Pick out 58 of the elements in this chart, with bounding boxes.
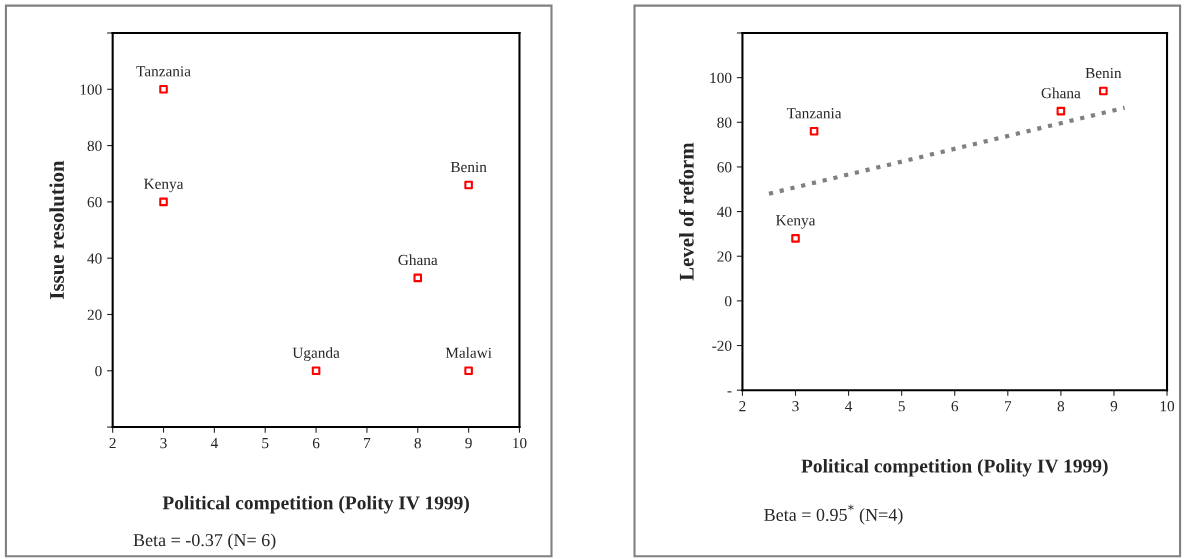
- y-tick-label: 40: [717, 206, 732, 218]
- x-tick-label: 9: [465, 437, 472, 449]
- x-tick-label: 5: [898, 401, 905, 412]
- y-tick-label: 80: [87, 140, 102, 152]
- point: [464, 366, 473, 376]
- y-tick-label: -: [727, 391, 732, 393]
- annotation: Benin: [450, 161, 487, 173]
- y-axis-title: Issue resolution: [49, 160, 65, 299]
- y-tick-label: 100: [710, 72, 732, 84]
- annotation: Tanzania: [786, 108, 842, 119]
- point: [311, 366, 321, 376]
- point: [159, 197, 168, 207]
- x-tick-label: 5: [262, 438, 269, 449]
- annotation: Kenya: [144, 178, 184, 193]
- point: [159, 84, 168, 94]
- x-tick-label: 10: [1160, 401, 1175, 412]
- annotation: Benin: [1085, 67, 1122, 79]
- y-tick-label: 100: [80, 84, 102, 95]
- x-tick-label: 4: [845, 401, 853, 412]
- y-tick-label: 40: [87, 253, 102, 264]
- y-tick-label: 20: [717, 251, 732, 262]
- x-tick-label: 7: [364, 438, 371, 449]
- x-tick-label: 9: [1110, 401, 1118, 412]
- annotation: Tanzania: [136, 66, 191, 77]
- y-tick-label: 0: [95, 365, 102, 377]
- annotation: Ghana: [1041, 87, 1081, 99]
- x-axis-title: Political competition (Polity IV 1999): [801, 458, 1108, 477]
- y-tick-label: 20: [87, 309, 102, 320]
- y-tick-label: -20: [712, 340, 732, 351]
- point: [1056, 106, 1066, 116]
- x-tick-label: 2: [109, 437, 116, 449]
- point: [809, 126, 819, 136]
- point: [1099, 86, 1108, 96]
- y-tick-label: 80: [717, 117, 732, 128]
- y-tick-label: 60: [717, 162, 732, 173]
- x-tick-label: 8: [1057, 401, 1065, 412]
- x-tick-label: 8: [414, 437, 422, 449]
- text: Beta = -0.37 (N= 6): [133, 533, 276, 550]
- x-tick-label: 6: [951, 401, 959, 412]
- x-tick-label: 3: [792, 401, 799, 412]
- x-axis-title: Political competition (Polity IV 1999): [162, 495, 469, 514]
- annotation: Kenya: [776, 215, 816, 229]
- y-tick-label: 0: [724, 296, 732, 307]
- x-tick-label: 2: [739, 401, 746, 412]
- x-tick-label: 3: [160, 437, 167, 449]
- annotation: Malawi: [445, 347, 492, 358]
- point: [464, 180, 473, 190]
- x-tick-label: 7: [1004, 401, 1012, 412]
- x-tick-label: 4: [210, 438, 218, 449]
- annotation: Uganda: [292, 347, 340, 362]
- point: [791, 234, 800, 243]
- point: [413, 273, 423, 283]
- text: Beta = 0.95$^{*}$ (N=4): [764, 504, 903, 525]
- x-tick-label: 6: [312, 437, 320, 449]
- y-tick-label: 60: [87, 197, 102, 208]
- y-axis-title: Level of reform: [678, 142, 694, 281]
- x-tick-label: 10: [513, 437, 527, 449]
- annotation: Ghana: [398, 254, 438, 266]
